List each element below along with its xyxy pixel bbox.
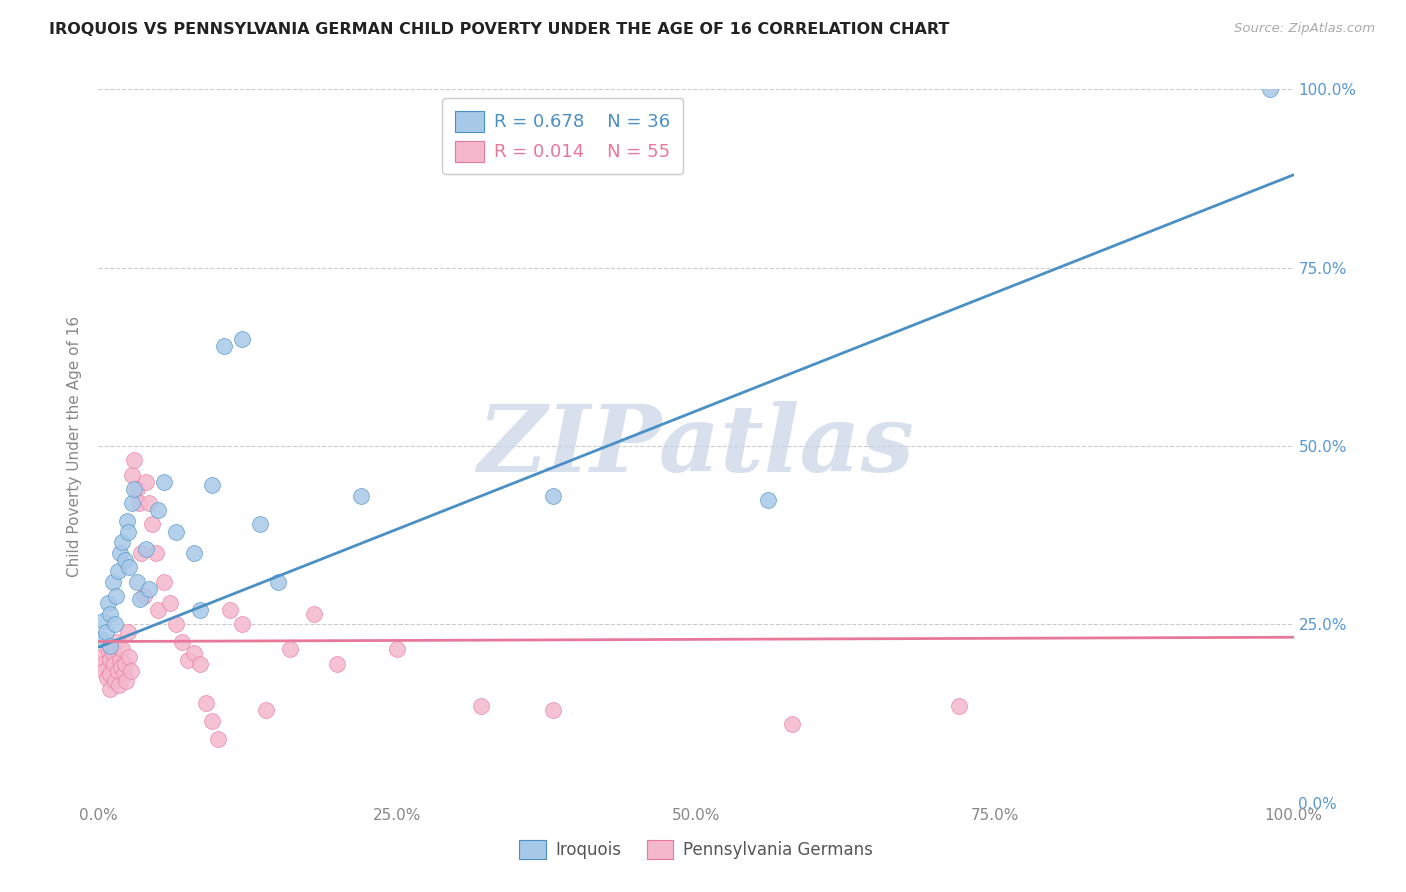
Point bbox=[98, 667, 122, 681]
Point bbox=[201, 714, 224, 728]
Point bbox=[207, 731, 229, 746]
Point bbox=[91, 657, 114, 671]
Point bbox=[98, 639, 122, 653]
Point bbox=[115, 514, 138, 528]
Point bbox=[138, 582, 160, 596]
Point bbox=[117, 524, 139, 539]
Point bbox=[165, 524, 187, 539]
Point bbox=[90, 632, 112, 646]
Point bbox=[125, 482, 148, 496]
Point bbox=[108, 653, 131, 667]
Point bbox=[96, 671, 118, 685]
Y-axis label: Child Poverty Under the Age of 16: Child Poverty Under the Age of 16 bbox=[67, 316, 83, 576]
Point bbox=[124, 482, 146, 496]
Point bbox=[231, 332, 253, 346]
Point bbox=[249, 517, 271, 532]
Point bbox=[114, 657, 136, 671]
Point bbox=[302, 607, 325, 621]
Point bbox=[135, 475, 157, 489]
Point bbox=[108, 546, 131, 560]
Point bbox=[172, 635, 194, 649]
Point bbox=[111, 642, 134, 657]
Point bbox=[183, 546, 205, 560]
Legend: Iroquois, Pennsylvania Germans: Iroquois, Pennsylvania Germans bbox=[512, 833, 880, 866]
Point bbox=[114, 553, 136, 567]
Point bbox=[90, 649, 112, 664]
Point bbox=[385, 642, 409, 657]
Point bbox=[117, 624, 139, 639]
Point bbox=[128, 496, 150, 510]
Point bbox=[148, 503, 170, 517]
Point bbox=[326, 657, 349, 671]
Point bbox=[148, 603, 170, 617]
Point bbox=[267, 574, 290, 589]
Point bbox=[153, 574, 176, 589]
Point bbox=[118, 560, 141, 574]
Point bbox=[103, 657, 125, 671]
Point bbox=[132, 589, 155, 603]
Point bbox=[91, 614, 114, 628]
Point bbox=[120, 664, 142, 678]
Point bbox=[125, 574, 148, 589]
Point bbox=[350, 489, 373, 503]
Point bbox=[94, 624, 117, 639]
Text: ZIPatlas: ZIPatlas bbox=[478, 401, 914, 491]
Point bbox=[107, 678, 129, 692]
Point bbox=[131, 546, 153, 560]
Point bbox=[105, 635, 128, 649]
Point bbox=[112, 667, 135, 681]
Point bbox=[188, 657, 211, 671]
Point bbox=[541, 489, 564, 503]
Point bbox=[194, 696, 218, 710]
Point bbox=[124, 453, 146, 467]
Point bbox=[104, 617, 127, 632]
Point bbox=[97, 596, 120, 610]
Point bbox=[129, 592, 152, 607]
Point bbox=[97, 642, 120, 657]
Point bbox=[159, 596, 181, 610]
Point bbox=[183, 646, 205, 660]
Point bbox=[110, 660, 132, 674]
Point bbox=[101, 646, 124, 660]
Point bbox=[177, 653, 200, 667]
Point bbox=[541, 703, 564, 717]
Text: IROQUOIS VS PENNSYLVANIA GERMAN CHILD POVERTY UNDER THE AGE OF 16 CORRELATION CH: IROQUOIS VS PENNSYLVANIA GERMAN CHILD PO… bbox=[49, 22, 949, 37]
Point bbox=[118, 649, 141, 664]
Point bbox=[98, 607, 122, 621]
Text: Source: ZipAtlas.com: Source: ZipAtlas.com bbox=[1234, 22, 1375, 36]
Point bbox=[104, 674, 127, 689]
Point bbox=[948, 699, 970, 714]
Point bbox=[101, 574, 124, 589]
Point bbox=[115, 674, 138, 689]
Point bbox=[141, 517, 163, 532]
Point bbox=[470, 699, 492, 714]
Point bbox=[212, 339, 235, 353]
Point bbox=[278, 642, 301, 657]
Point bbox=[219, 603, 242, 617]
Point bbox=[254, 703, 277, 717]
Point bbox=[98, 681, 122, 696]
Point bbox=[145, 546, 167, 560]
Point bbox=[111, 535, 134, 549]
Point bbox=[780, 717, 803, 731]
Point bbox=[153, 475, 176, 489]
Point bbox=[107, 664, 129, 678]
Point bbox=[138, 496, 160, 510]
Point bbox=[135, 542, 157, 557]
Point bbox=[165, 617, 187, 632]
Point bbox=[121, 496, 143, 510]
Point bbox=[105, 589, 128, 603]
Point bbox=[756, 492, 779, 507]
Point bbox=[188, 603, 211, 617]
Point bbox=[201, 478, 224, 492]
Point bbox=[93, 664, 115, 678]
Point bbox=[121, 467, 143, 482]
Point bbox=[98, 653, 122, 667]
Point bbox=[107, 564, 129, 578]
Point bbox=[1258, 82, 1281, 96]
Point bbox=[231, 617, 253, 632]
